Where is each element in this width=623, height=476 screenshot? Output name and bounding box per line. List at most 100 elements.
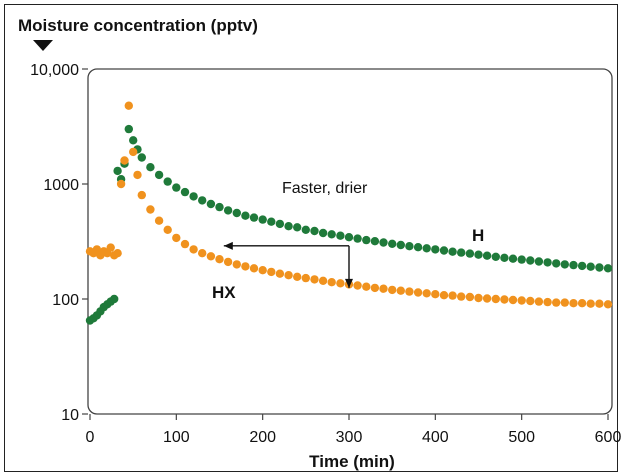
y-tick-label: 10,000 (30, 62, 79, 79)
data-point-hx (422, 289, 431, 298)
data-point-hx (124, 101, 133, 110)
title-marker-icon (33, 40, 53, 51)
data-point-h (232, 208, 241, 218)
data-point-hx (491, 294, 500, 304)
data-point-hx (137, 190, 146, 200)
data-point-h (603, 264, 613, 273)
data-point-hx (517, 296, 526, 305)
series-hx (85, 101, 613, 309)
data-point-hx (267, 267, 276, 277)
data-point-h (552, 259, 561, 268)
data-point-h (586, 262, 595, 271)
data-point-hx (543, 297, 552, 307)
y-tick-label: 1000 (43, 177, 79, 194)
data-point-h (396, 240, 405, 250)
annotation-h: H (472, 226, 484, 245)
data-point-hx (198, 249, 207, 258)
x-axis-label: Time (min) (309, 452, 395, 471)
data-point-hx (116, 179, 126, 189)
data-point-hx (457, 292, 466, 301)
data-point-h (448, 247, 457, 256)
x-tick-label: 0 (86, 429, 95, 446)
data-point-hx (301, 273, 310, 283)
data-point-h (327, 230, 336, 239)
arrowhead-icon (223, 241, 233, 250)
y-axis: 10 100 1000 10,000 (30, 62, 88, 424)
data-point-h (124, 124, 133, 134)
arrow-layer (223, 241, 353, 288)
data-point-h (388, 239, 397, 248)
data-point-h (569, 260, 578, 270)
data-point-hx (336, 279, 345, 288)
data-point-h (370, 237, 380, 246)
data-point-h (379, 238, 388, 247)
data-point-h (318, 228, 328, 238)
x-tick-label: 400 (422, 429, 449, 446)
data-point-hx (241, 262, 250, 271)
data-point-h (474, 250, 483, 259)
data-point-hx (586, 299, 595, 308)
data-point-h (180, 187, 190, 197)
data-point-hx (215, 255, 224, 264)
data-point-hx (129, 147, 138, 157)
data-point-hx (413, 288, 423, 297)
data-point-h (113, 166, 122, 176)
chart-title: Moisture concentration (pptv) (18, 16, 258, 35)
data-point-h (517, 255, 526, 264)
data-point-h (560, 260, 569, 269)
data-point-h (413, 243, 423, 252)
data-point-hx (431, 290, 440, 299)
data-point-h (110, 294, 119, 304)
data-point-h (431, 245, 440, 254)
data-point-hx (388, 285, 397, 295)
data-point-h (198, 196, 207, 205)
data-point-hx (474, 293, 483, 303)
data-point-h (146, 163, 155, 172)
data-point-hx (232, 260, 241, 269)
data-point-hx (353, 281, 362, 290)
data-point-h (293, 223, 302, 232)
x-axis: 0 100 200 300 400 500 600 (86, 414, 621, 446)
data-point-h (336, 231, 345, 240)
data-point-hx (448, 291, 457, 300)
data-point-hx (362, 282, 371, 291)
data-point-hx (439, 291, 449, 300)
series-h (85, 124, 613, 325)
data-point-hx (172, 233, 181, 243)
data-point-h (508, 254, 518, 263)
data-point-h (595, 263, 604, 272)
data-point-h (353, 234, 362, 243)
annotation-faster-drier: Faster, drier (282, 180, 368, 197)
data-point-hx (106, 243, 115, 252)
data-point-hx (327, 278, 336, 287)
data-point-h (439, 246, 449, 255)
data-point-hx (180, 239, 190, 249)
data-point-h (310, 226, 319, 236)
data-point-h (344, 233, 354, 242)
x-tick-label: 100 (163, 429, 190, 446)
arrowhead-icon (345, 278, 353, 288)
data-point-h (223, 206, 233, 215)
data-point-h (189, 192, 198, 201)
data-point-h (362, 235, 371, 245)
data-point-hx (120, 156, 129, 165)
data-point-h (215, 202, 224, 212)
annotation-hx: HX (212, 283, 236, 302)
data-point-hx (508, 295, 518, 305)
data-point-h (577, 261, 587, 271)
data-point-h (275, 219, 285, 229)
data-point-h (405, 242, 414, 251)
data-point-h (500, 253, 509, 262)
data-point-h (284, 222, 293, 231)
data-point-hx (249, 264, 259, 273)
data-point-h (267, 217, 276, 226)
data-point-h (137, 153, 146, 162)
data-point-h (465, 249, 475, 258)
plot-area (87, 68, 613, 415)
data-point-hx (577, 299, 587, 308)
data-point-hx (206, 252, 216, 261)
data-point-hx (163, 225, 172, 234)
data-point-hx (370, 283, 380, 293)
data-point-hx (465, 292, 475, 302)
